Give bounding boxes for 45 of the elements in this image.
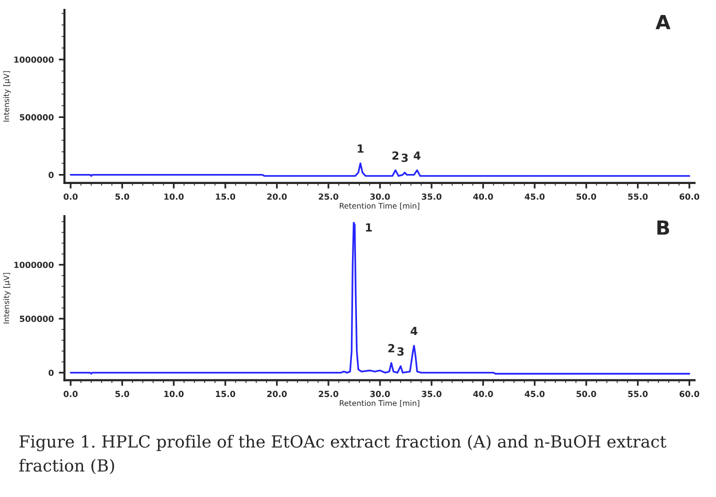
y-tick-label: 500000 — [20, 114, 54, 120]
y-tick-label: 500000 — [20, 316, 54, 322]
x-tick-label: 35.0 — [422, 193, 442, 200]
x-tick-label: 25.0 — [318, 390, 338, 398]
x-tick-label: 35.0 — [422, 390, 442, 398]
x-tick-label: 50.0 — [576, 193, 596, 200]
y-tick-label: 0 — [48, 370, 54, 376]
x-tick-label: 15.0 — [216, 390, 236, 398]
x-tick-label: 15.0 — [216, 193, 236, 200]
x-tick-label: 10.0 — [164, 390, 184, 398]
caption: Figure 1. HPLC profile of the EtOAc extract fraction (A) and n-BuOH extract fraction (B) — [19, 434, 666, 474]
x-tick-label: 5.0 — [115, 390, 130, 398]
x-tick-label: 20.0 — [267, 390, 287, 398]
x-tick-label: 5.0 — [115, 193, 130, 200]
chart-title: A — [656, 14, 670, 30]
x-tick-label: 55.0 — [628, 390, 648, 398]
annotation: 4 — [414, 151, 420, 160]
annotation: 4 — [410, 326, 418, 336]
annotation: 2 — [392, 151, 398, 160]
x-tick-label: 60.0 — [680, 390, 700, 398]
x-tick-label: 25.0 — [318, 193, 338, 200]
y-tick-label: 0 — [48, 172, 54, 178]
x-tick-label: 45.0 — [524, 193, 545, 200]
x-tick-label: 40.0 — [473, 390, 493, 398]
x-tick-label: 30.0 — [370, 193, 390, 200]
x-tick-label: 30.0 — [370, 390, 390, 398]
annotation: 3 — [402, 154, 408, 162]
x-tick-label: 55.0 — [628, 193, 648, 200]
x-tick-label: 45.0 — [524, 390, 545, 398]
x-tick-label: 10.0 — [164, 193, 184, 200]
annotation: 1 — [366, 223, 372, 232]
annotation: 1 — [358, 144, 364, 153]
chart-title: B — [657, 220, 670, 235]
y-tick-label: 1000000 — [14, 56, 54, 63]
x-tick-label: 0.0 — [64, 390, 78, 398]
x-tick-label: 20.0 — [267, 193, 287, 200]
annotation: 3 — [398, 347, 404, 356]
x-tick-label: 60.0 — [680, 193, 700, 200]
annotation: 2 — [388, 344, 394, 352]
line-series — [70, 222, 690, 375]
x-tick-label: 40.0 — [473, 193, 493, 200]
x-tick-label: 0.0 — [64, 193, 78, 200]
line-series — [70, 162, 690, 177]
x-tick-label: 50.0 — [576, 390, 596, 398]
y-tick-label: 1000000 — [14, 262, 54, 268]
